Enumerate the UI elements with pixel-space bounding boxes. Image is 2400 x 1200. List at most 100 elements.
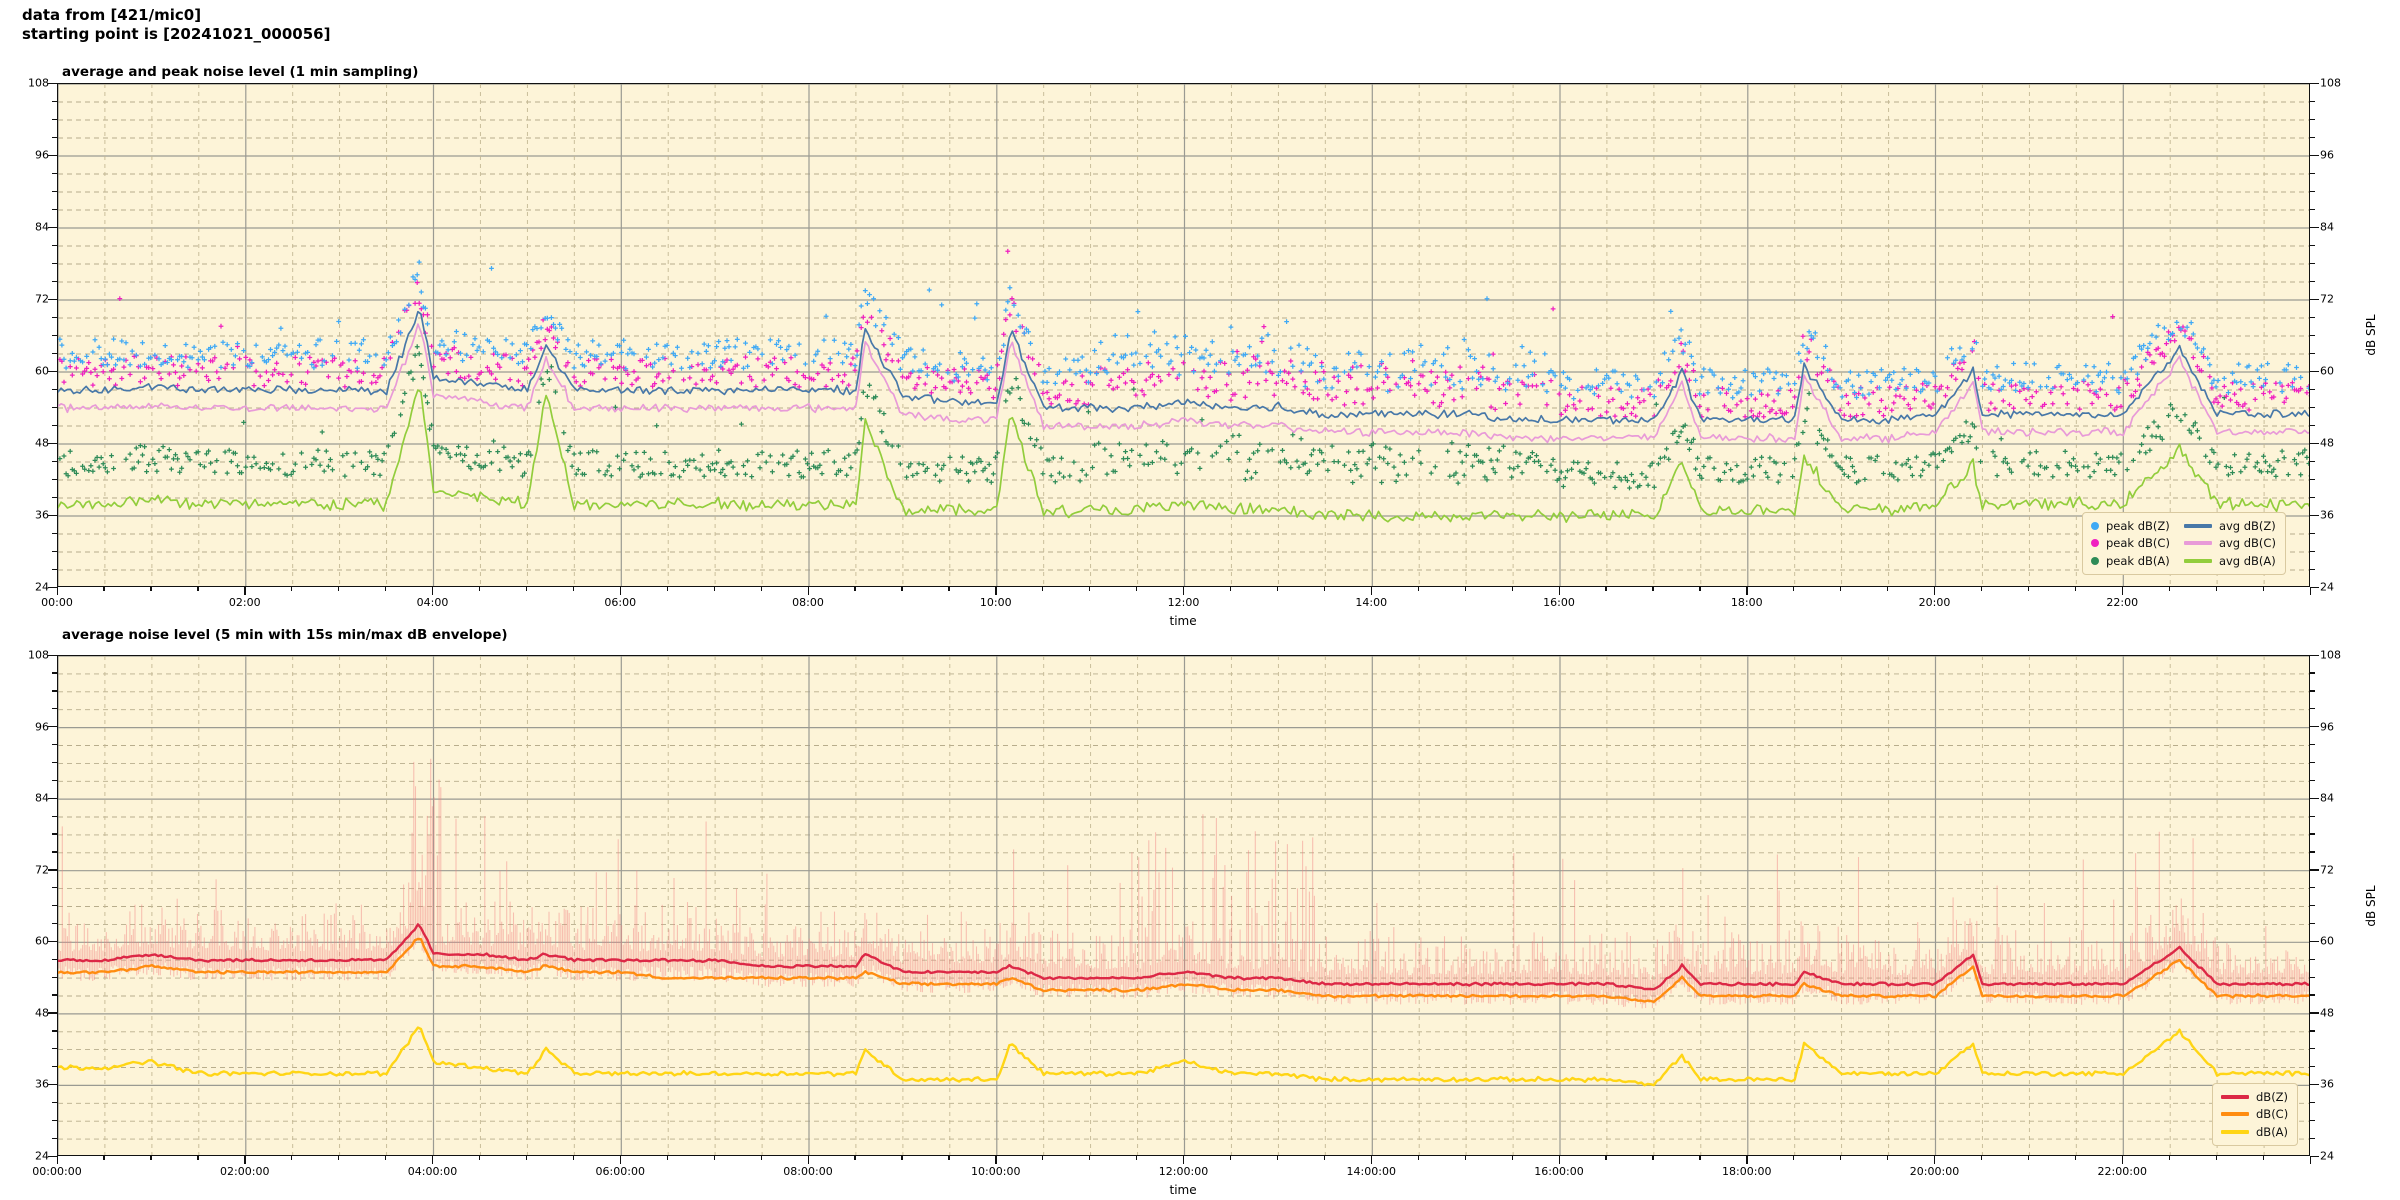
x-tick-mark <box>1793 1156 1795 1160</box>
x-tick-mark <box>713 1156 715 1160</box>
y-tick-mark <box>2310 298 2319 300</box>
y-tick-label: 72 <box>35 863 49 877</box>
legend-item[interactable]: dB(C) <box>2221 1106 2288 1122</box>
y-tick-mark <box>52 958 57 960</box>
x-tick-label: 08:00:00 <box>783 1165 833 1178</box>
y-tick-mark <box>2310 708 2315 710</box>
y-tick-mark <box>2310 514 2319 516</box>
x-tick-mark <box>150 1156 152 1160</box>
x-tick-mark <box>1136 1156 1138 1160</box>
x-tick-label: 14:00:00 <box>1346 1165 1396 1178</box>
legend-item[interactable]: peak dB(Z) <box>2091 518 2170 534</box>
y-tick-mark <box>48 442 57 444</box>
y-tick-label: 96 <box>35 720 49 734</box>
x-tick-mark <box>1370 587 1373 595</box>
y-tick-mark <box>52 1048 57 1050</box>
y-tick-label: 108 <box>2320 648 2341 662</box>
y-tick-label: 84 <box>35 791 49 805</box>
y-tick-mark <box>52 1119 57 1121</box>
y-tick-mark <box>52 172 57 174</box>
y-tick-label: 72 <box>35 292 49 306</box>
y-tick-mark <box>52 334 57 336</box>
y-tick-mark <box>2310 388 2315 390</box>
y-tick-mark <box>52 424 57 426</box>
x-tick-mark <box>432 587 434 595</box>
legend-item[interactable]: avg dB(Z) <box>2183 518 2276 534</box>
y-tick-mark <box>48 298 57 300</box>
x-tick-mark <box>525 587 528 591</box>
y-tick-mark <box>52 815 57 817</box>
x-tick-mark <box>2074 587 2077 591</box>
x-tick-mark <box>1840 587 1842 591</box>
legend-label: avg dB(C) <box>2218 536 2276 551</box>
legend-item[interactable]: peak dB(C) <box>2091 535 2170 551</box>
y-tick-mark <box>48 82 57 84</box>
x-tick-label: 06:00:00 <box>595 1165 645 1178</box>
y-tick-mark <box>52 994 57 996</box>
x-tick-mark <box>1840 1156 1842 1160</box>
y-tick-mark <box>2310 118 2315 120</box>
y-tick-mark <box>2310 1083 2319 1086</box>
x-tick-mark <box>1793 587 1795 591</box>
legend-item[interactable]: dB(A) <box>2221 1124 2288 1140</box>
y-tick-mark <box>52 708 57 710</box>
y-tick-mark <box>52 550 57 552</box>
y-tick-mark <box>2310 460 2315 462</box>
y-tick-label: 84 <box>35 220 49 234</box>
x-tick-mark <box>1605 1156 1607 1160</box>
legend-item[interactable]: avg dB(A) <box>2183 553 2276 569</box>
x-tick-mark <box>1746 587 1748 595</box>
x-tick-mark <box>2215 587 2217 591</box>
y-tick-mark <box>52 532 57 534</box>
legend-column: avg dB(Z) avg dB(C) avg dB(A) <box>2183 518 2276 569</box>
x-tick-mark <box>572 1156 575 1160</box>
x-tick-mark <box>995 587 997 595</box>
y-tick-mark <box>52 851 57 853</box>
legend-line-swatch <box>2183 558 2212 563</box>
legend-column: peak dB(Z) peak dB(C) peak dB(A) <box>2091 518 2170 569</box>
x-tick-mark <box>619 1156 622 1164</box>
legend-item[interactable]: avg dB(C) <box>2183 535 2276 551</box>
y-tick-mark <box>2310 586 2319 588</box>
y-tick-mark <box>2310 190 2315 192</box>
legend-dot-swatch <box>2091 522 2099 531</box>
x-tick-label: 10:00 <box>979 596 1012 609</box>
y-tick-mark <box>48 154 57 156</box>
x-tick-mark <box>244 1156 246 1164</box>
legend-label: peak dB(Z) <box>2106 519 2170 533</box>
y-tick-mark <box>2310 1048 2315 1050</box>
y-tick-mark <box>52 316 57 318</box>
x-tick-mark <box>1605 587 1607 591</box>
x-tick-mark <box>1370 1156 1373 1164</box>
y-tick-label: 96 <box>35 148 49 162</box>
x-tick-mark <box>150 587 152 591</box>
x-tick-mark <box>1887 587 1889 591</box>
y-tick-mark <box>48 654 57 656</box>
x-tick-mark <box>901 1156 903 1160</box>
x-tick-mark <box>2309 587 2311 595</box>
y-tick-mark <box>2310 172 2315 174</box>
chart-5min-legend: dB(Z) dB(C) dB(A) <box>2212 1083 2299 1146</box>
x-tick-mark <box>1276 1156 1279 1160</box>
chart-1min-plot-area <box>57 83 2310 587</box>
y-tick-mark <box>2310 406 2315 408</box>
x-tick-mark <box>619 587 622 595</box>
y-tick-mark <box>2310 905 2315 907</box>
y-tick-mark <box>48 940 57 943</box>
x-tick-mark <box>197 1156 199 1160</box>
y-tick-mark <box>52 244 57 246</box>
x-tick-mark <box>291 1156 293 1160</box>
x-tick-mark <box>1089 587 1091 591</box>
legend-dot-swatch <box>2091 556 2099 565</box>
y-tick-label: 84 <box>2320 791 2334 805</box>
y-tick-mark <box>2310 815 2315 817</box>
legend-label: dB(C) <box>2256 1107 2289 1122</box>
y-tick-label: 72 <box>2320 863 2334 877</box>
legend-item[interactable]: peak dB(A) <box>2091 553 2170 569</box>
x-tick-mark <box>1464 1156 1466 1160</box>
legend-item[interactable]: dB(Z) <box>2221 1089 2288 1105</box>
y-tick-mark <box>52 976 57 978</box>
y-tick-mark <box>2310 743 2315 746</box>
